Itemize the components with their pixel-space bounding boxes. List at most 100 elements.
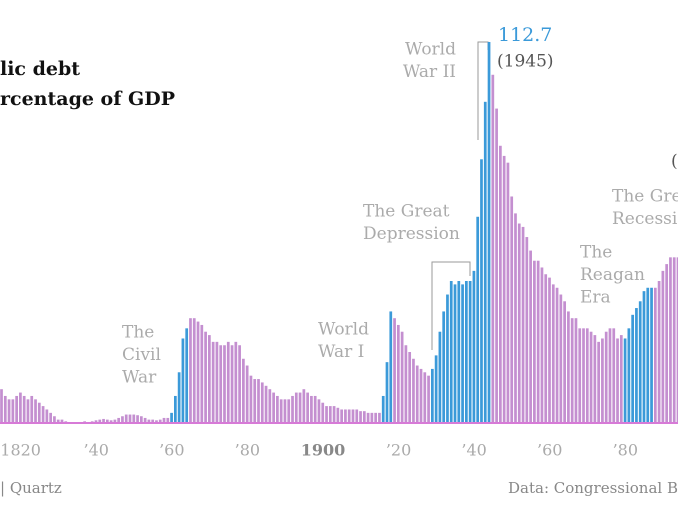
bar — [578, 328, 582, 423]
bar — [362, 411, 366, 423]
annotation: The Great — [363, 202, 450, 222]
bar — [253, 379, 257, 423]
source: | Quartz — [0, 479, 62, 497]
bar — [11, 399, 15, 423]
bar — [536, 260, 540, 423]
bar — [570, 318, 574, 423]
bar — [514, 213, 517, 423]
bar — [3, 395, 7, 423]
bar — [551, 284, 555, 423]
x-tick-label: ’20 — [386, 441, 411, 460]
bar — [563, 301, 566, 423]
bar — [612, 328, 616, 423]
bar — [185, 328, 189, 423]
bar — [453, 284, 457, 423]
bar — [366, 412, 370, 423]
bar — [487, 41, 491, 423]
bar — [45, 409, 49, 423]
bar — [328, 406, 332, 423]
bar — [128, 414, 132, 423]
bar — [189, 318, 192, 423]
x-tick-label: ’80 — [235, 441, 260, 460]
bar — [619, 335, 623, 423]
bar — [434, 355, 438, 423]
bar — [419, 368, 423, 423]
bar — [661, 270, 665, 423]
bar — [446, 294, 449, 423]
value-label: 112.7 — [498, 24, 552, 46]
bar — [298, 392, 302, 423]
bar — [404, 345, 408, 423]
bar — [0, 389, 3, 423]
bar — [601, 338, 604, 423]
bar — [627, 328, 631, 423]
bar — [438, 331, 442, 423]
bar — [181, 338, 185, 423]
bar — [521, 226, 525, 423]
bar — [158, 419, 162, 423]
bar — [502, 155, 506, 423]
bar — [162, 417, 166, 423]
bar — [291, 395, 294, 423]
annotation: World — [405, 40, 456, 60]
bar — [423, 372, 427, 423]
annotation: World — [318, 320, 369, 340]
bar — [260, 382, 264, 423]
bar — [385, 362, 389, 423]
annotation: War — [122, 368, 157, 388]
bar — [359, 411, 362, 423]
annotation: Reagan — [580, 265, 645, 285]
bar — [223, 345, 226, 423]
bar — [287, 399, 291, 423]
bar — [635, 308, 638, 423]
bar — [461, 284, 464, 423]
annotation: The — [580, 243, 612, 263]
bar — [676, 257, 678, 423]
bar — [468, 281, 472, 423]
bar — [238, 345, 241, 423]
bar — [491, 74, 495, 423]
bar — [306, 392, 309, 423]
bar — [215, 341, 219, 423]
bar — [597, 341, 600, 423]
annotation: Civil — [122, 345, 161, 365]
bar — [208, 335, 211, 423]
bar — [650, 287, 653, 423]
bar — [582, 328, 585, 423]
bar — [378, 412, 381, 423]
bar — [192, 318, 196, 423]
bar — [370, 412, 374, 423]
bar — [219, 345, 223, 423]
bar — [544, 274, 548, 423]
x-tick-label: ’40 — [461, 441, 486, 460]
bar — [22, 395, 26, 423]
bar — [7, 399, 11, 423]
bar — [608, 328, 612, 423]
bar — [272, 392, 275, 423]
bar — [472, 270, 476, 423]
bar — [242, 358, 245, 423]
bar — [230, 345, 234, 423]
bar — [355, 409, 359, 423]
annotation: (1945) — [497, 52, 554, 72]
bar — [340, 409, 344, 423]
bar — [26, 399, 30, 423]
bar — [351, 409, 355, 423]
bar — [374, 412, 378, 423]
bar — [585, 328, 589, 423]
bar — [294, 392, 298, 423]
bar — [393, 318, 396, 423]
bar — [132, 414, 136, 423]
bar — [646, 287, 650, 423]
bar — [177, 372, 181, 423]
bar — [317, 399, 321, 423]
bar — [98, 419, 102, 423]
bar — [616, 338, 619, 423]
bar — [136, 415, 139, 423]
bar — [347, 409, 351, 423]
bar — [113, 419, 117, 423]
bar — [313, 395, 317, 423]
bar — [332, 406, 336, 423]
annotation: War I — [318, 342, 364, 362]
